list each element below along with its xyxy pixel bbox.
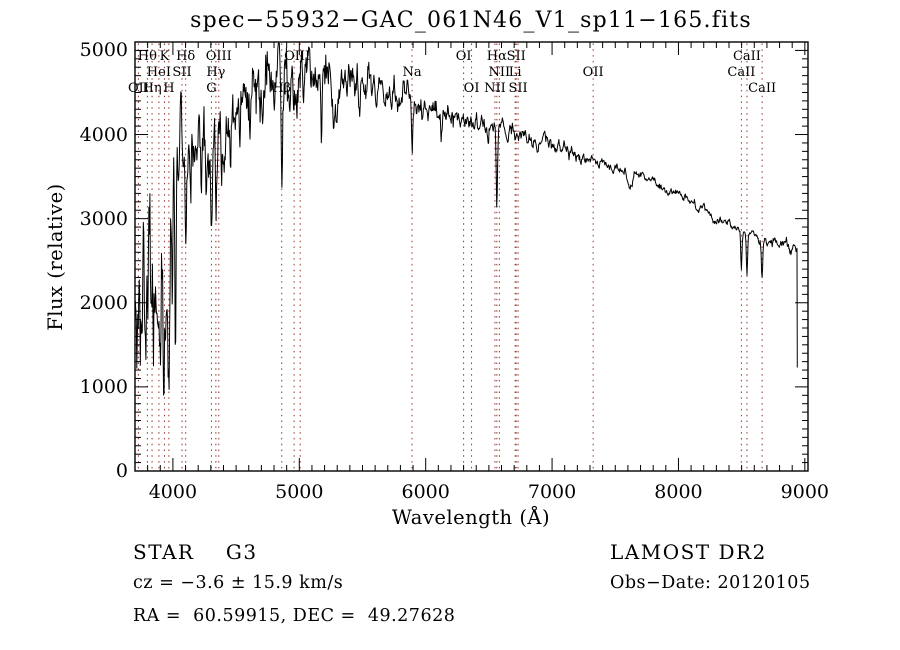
spectral-line-label: Hη	[142, 81, 162, 96]
spectral-line-label: OIII	[205, 49, 232, 64]
spectral-line-label: H	[163, 81, 175, 96]
spectral-line-label: Hθ	[137, 49, 157, 64]
obs-date-label: Obs−Date: 20120105	[610, 573, 811, 593]
spectral-line-label: CaII	[748, 81, 777, 96]
y-tick-label: 4000	[79, 123, 128, 146]
spectral-line-label: G	[206, 81, 217, 96]
y-tick-label: 1000	[79, 375, 128, 398]
spectral-line-label: Hγ	[206, 65, 226, 80]
spectral-line-label: HeI	[146, 65, 171, 80]
x-tick-label: 5000	[275, 481, 324, 503]
plot-title: spec−55932−GAC_061N46_V1_sp11−165.fits	[190, 8, 752, 33]
radial-velocity-label: cz = −3.6 ± 15.9 km/s	[133, 573, 344, 593]
spectral-line-label: SII	[506, 49, 526, 64]
spectral-line-label: NII	[488, 65, 511, 80]
x-tick-label: 4000	[148, 481, 198, 503]
y-tick-label: 3000	[79, 207, 128, 230]
survey-label: LAMOST DR2	[610, 540, 767, 564]
spectral-line-label: OI	[455, 49, 472, 64]
object-class-label: STAR G3	[133, 540, 258, 564]
x-tick-label: 6000	[401, 481, 450, 503]
spectral-line-label: SII	[172, 65, 192, 80]
spectral-line-label: SII	[508, 81, 528, 96]
spectral-line-label: Li	[508, 65, 522, 80]
spectral-line-label: Na	[402, 65, 422, 80]
spectral-line-label: CaII	[732, 49, 761, 64]
ra-dec-label: RA = 60.59915, DEC = 49.27628	[133, 606, 456, 626]
y-tick-label: 0	[115, 460, 128, 482]
y-tick-label: 5000	[79, 39, 128, 62]
x-axis-title: Wavelength (Å)	[391, 506, 551, 529]
spectral-line-label: OII	[582, 65, 604, 80]
spectral-line-label: OIII	[284, 49, 311, 64]
x-tick-label: 7000	[527, 481, 577, 503]
spectral-line-label: K	[159, 49, 170, 64]
spectral-line-label: CaII	[727, 65, 756, 80]
spectral-line-label: OI	[463, 81, 480, 96]
x-tick-label: 8000	[654, 481, 703, 503]
spectral-line-label: Hβ	[272, 81, 292, 96]
x-tick-label: 9000	[780, 481, 829, 503]
y-tick-label: 2000	[79, 291, 128, 314]
spectral-line-label: Hδ	[176, 49, 196, 64]
spectral-line-label: Hα	[486, 49, 507, 64]
spectral-line-label: NII	[484, 81, 506, 96]
